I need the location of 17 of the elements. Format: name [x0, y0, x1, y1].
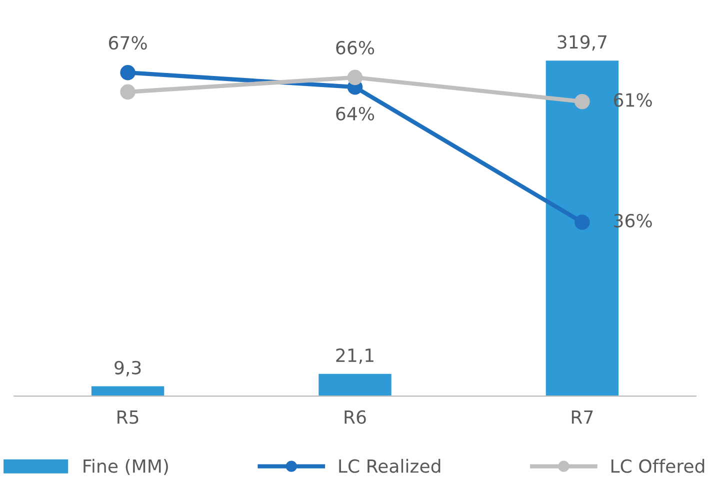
x-tick-label: R6	[344, 410, 366, 424]
point	[347, 70, 363, 86]
data-label: 66%	[336, 40, 374, 55]
x-tick-label: R5	[118, 410, 138, 424]
point	[120, 64, 136, 80]
point	[574, 214, 590, 230]
x-tick-label: R7	[572, 410, 593, 424]
legend-label: Fine (MM)	[84, 458, 168, 476]
legend-label: LC Realized	[339, 458, 440, 473]
data-label: 21,1	[336, 348, 374, 364]
legend-label: LC Offered	[612, 458, 704, 473]
data-label: 9,3	[114, 360, 141, 376]
data-label: 319,7	[558, 35, 606, 51]
data-label: 67%	[108, 36, 147, 50]
point	[120, 84, 136, 100]
point	[574, 94, 590, 110]
data-label: 64%	[336, 106, 374, 121]
